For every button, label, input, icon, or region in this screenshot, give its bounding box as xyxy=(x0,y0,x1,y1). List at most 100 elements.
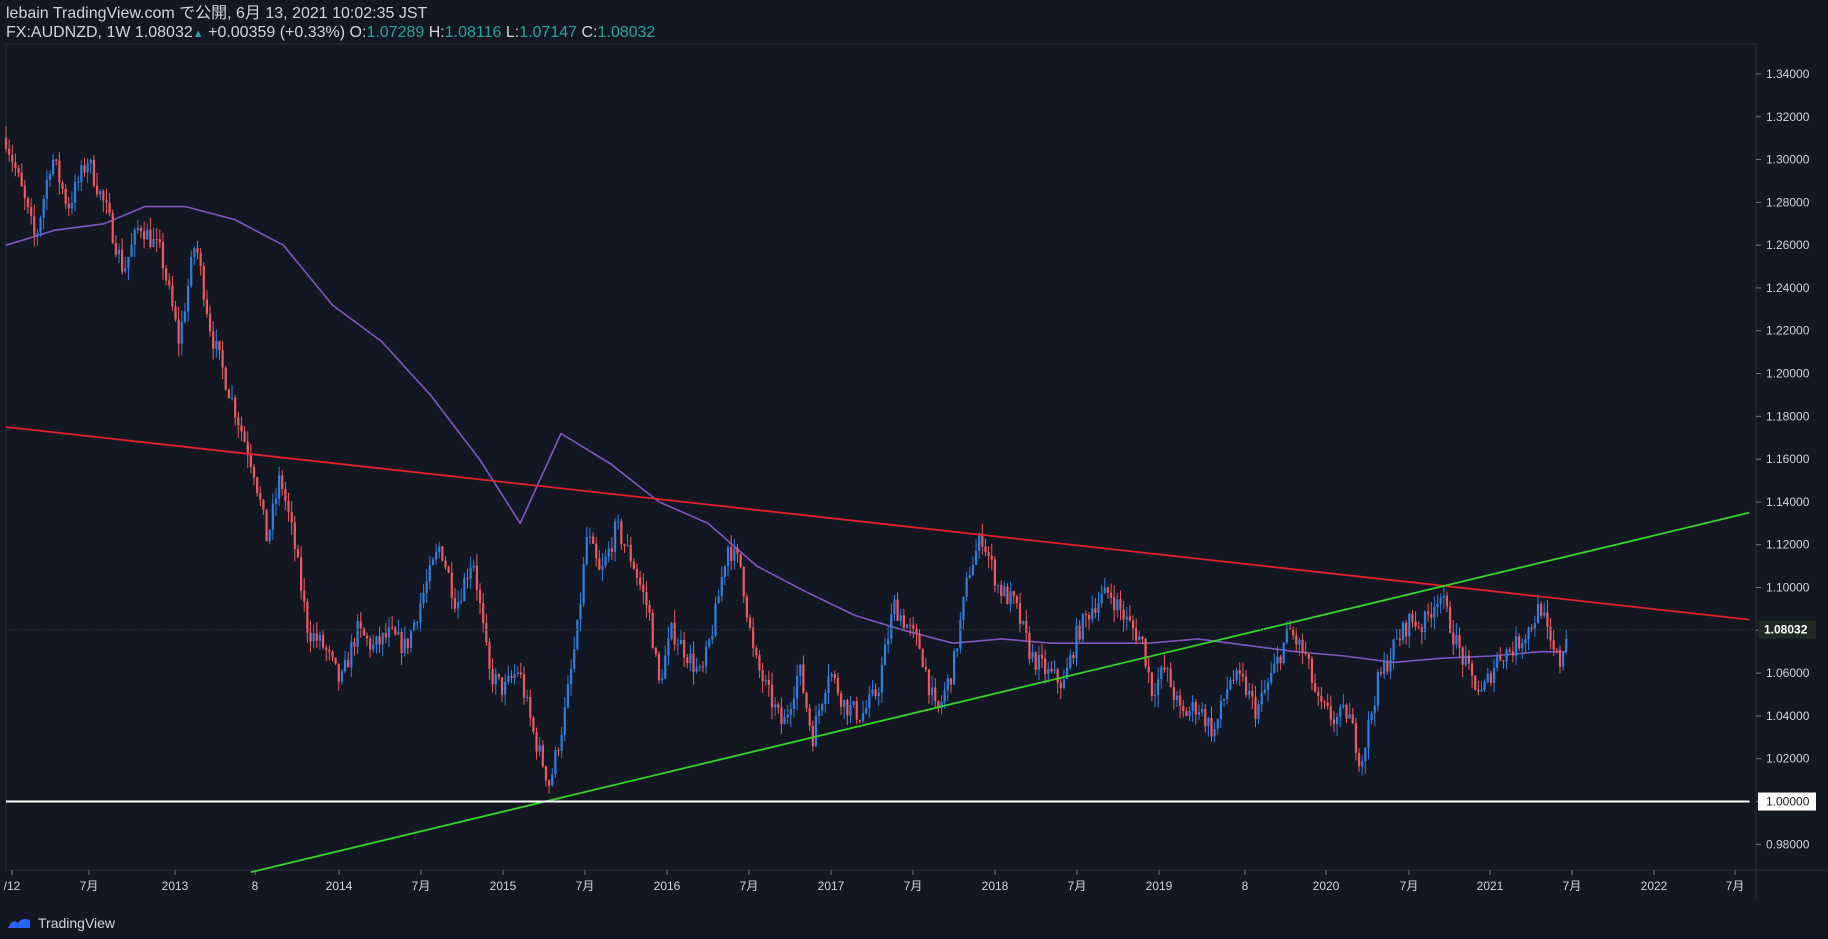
candle-body xyxy=(1232,679,1235,681)
candle xyxy=(1015,594,1018,609)
last-price: 1.08032 xyxy=(134,24,193,41)
candle-body xyxy=(1257,704,1260,719)
y-tick-label: 1.20000 xyxy=(1766,367,1810,381)
candle xyxy=(748,614,752,631)
candle xyxy=(742,566,745,604)
candle-body xyxy=(1153,694,1157,696)
candle-body xyxy=(968,575,971,578)
candle-body xyxy=(541,745,544,767)
x-tick-label: 2013 xyxy=(162,879,189,893)
candle xyxy=(877,687,880,707)
candle-body xyxy=(748,617,752,628)
candle xyxy=(554,746,557,779)
candle-body xyxy=(504,681,507,695)
candle xyxy=(551,768,554,787)
candle xyxy=(1326,693,1329,710)
candle xyxy=(846,698,849,725)
candle xyxy=(896,592,899,621)
candle xyxy=(792,686,796,718)
candle-body xyxy=(1062,679,1066,688)
x-tick-label: 7月 xyxy=(576,879,595,893)
candle-body xyxy=(1160,667,1163,680)
candle-body xyxy=(149,229,152,247)
candle xyxy=(613,518,617,562)
candle-body xyxy=(839,693,843,707)
candle-body xyxy=(48,173,52,180)
candle-body xyxy=(1050,668,1053,672)
candle xyxy=(1059,677,1062,700)
candle xyxy=(1518,633,1521,651)
candle-body xyxy=(1436,603,1439,607)
candle xyxy=(73,173,77,212)
candle xyxy=(544,765,548,787)
candle xyxy=(20,163,23,187)
candle xyxy=(1128,605,1131,622)
candle-body xyxy=(1351,714,1354,724)
candle xyxy=(1037,646,1040,681)
candle xyxy=(1458,627,1461,658)
candle-body xyxy=(1461,647,1464,665)
candle-body xyxy=(1536,603,1540,624)
support-trendline[interactable] xyxy=(250,511,1750,874)
candle xyxy=(365,632,369,646)
candle xyxy=(121,238,124,275)
x-tick-label: 2018 xyxy=(982,879,1009,893)
candle-body xyxy=(359,621,362,629)
candle-body xyxy=(1492,667,1496,684)
candle-body xyxy=(485,622,488,643)
candle xyxy=(1025,610,1028,641)
candle xyxy=(174,300,177,322)
candle-body xyxy=(1445,595,1449,607)
candle xyxy=(61,180,64,195)
y-tick-label: 0.98000 xyxy=(1766,837,1810,851)
candle xyxy=(1044,649,1047,684)
candle xyxy=(858,719,862,724)
candle-body xyxy=(1226,689,1229,699)
candle-body xyxy=(259,493,262,500)
candle-body xyxy=(516,672,519,674)
candle-body xyxy=(865,708,868,714)
candle-body xyxy=(1392,639,1395,660)
candle xyxy=(450,561,453,609)
candle xyxy=(397,619,400,636)
candle xyxy=(1565,629,1568,654)
publisher-line: lebain TradingView.com で公開, 6月 13, 2021 … xyxy=(6,5,428,22)
candle xyxy=(717,589,720,604)
candle-body xyxy=(1282,642,1285,664)
candle xyxy=(306,598,309,643)
candle-body xyxy=(642,584,645,593)
footer-brand[interactable]: TradingView xyxy=(6,915,115,931)
candle xyxy=(180,310,183,356)
candle-body xyxy=(1452,632,1455,645)
candle-body xyxy=(1059,682,1062,688)
candle xyxy=(1119,590,1122,621)
x-tick-label: 8 xyxy=(252,879,259,893)
candle xyxy=(124,256,127,274)
candle-body xyxy=(723,566,727,577)
resistance-trendline[interactable] xyxy=(5,426,1750,621)
candle-body xyxy=(529,696,532,718)
candle xyxy=(591,532,595,545)
candle-body xyxy=(808,708,811,726)
candle-body xyxy=(67,203,70,209)
candle xyxy=(639,570,642,591)
candle xyxy=(598,549,601,571)
candle-body xyxy=(299,557,303,591)
candle-body xyxy=(1197,712,1201,715)
candle xyxy=(1222,698,1226,707)
candle xyxy=(453,587,457,613)
candle-body xyxy=(912,625,915,629)
candle xyxy=(940,695,943,715)
candle-body xyxy=(896,599,899,621)
candle-body xyxy=(661,678,664,681)
candle-body xyxy=(990,555,993,560)
candle xyxy=(899,608,902,626)
candle-body xyxy=(1449,606,1452,633)
candle-body xyxy=(1235,670,1238,681)
candle-body xyxy=(1414,621,1417,627)
y-tick-label: 1.10000 xyxy=(1766,581,1810,595)
candle-body xyxy=(1157,679,1160,695)
candle-body xyxy=(1116,599,1119,611)
candle-body xyxy=(1125,616,1128,620)
